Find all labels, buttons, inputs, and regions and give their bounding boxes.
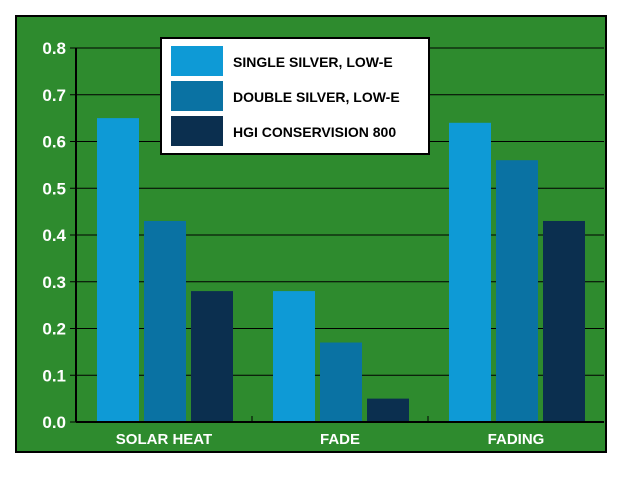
x-tick-label: COEFFICIENT — [114, 453, 214, 470]
y-tick-label: 0.0 — [42, 413, 66, 432]
legend: SINGLE SILVER, LOW-E DOUBLE SILVER, LOW-E… — [160, 37, 430, 155]
y-tick-label: 0.1 — [42, 366, 66, 385]
bar — [367, 398, 409, 422]
bar — [97, 118, 139, 422]
legend-label: HGI CONSERVISION 800 — [233, 124, 396, 140]
legend-label: DOUBLE SILVER, LOW-E — [233, 89, 400, 105]
x-tick-label: ISO — [503, 453, 529, 470]
x-tick-label: SOLAR HEAT — [116, 431, 212, 448]
y-tick-label: 0.2 — [42, 320, 66, 339]
y-axis-tick-labels: 0.0 0.1 0.2 0.3 0.4 0.5 0.6 0.7 0.8 — [42, 39, 76, 432]
y-tick-label: 0.7 — [42, 86, 66, 105]
legend-swatch — [171, 116, 223, 146]
bar — [320, 342, 362, 422]
bar — [191, 291, 233, 422]
bar — [273, 291, 315, 422]
y-tick-label: 0.6 — [42, 133, 66, 152]
y-tick-label: 0.3 — [42, 273, 66, 292]
legend-swatch — [171, 46, 223, 76]
x-tick-label: UV — [330, 453, 351, 470]
x-axis-tick-labels: SOLAR HEAT COEFFICIENT FADE UV FADING ISO — [114, 416, 544, 470]
bar — [543, 220, 585, 422]
y-tick-label: 0.8 — [42, 39, 66, 58]
y-tick-label: 0.5 — [42, 179, 66, 198]
x-tick-label: FADING — [488, 431, 545, 448]
bars — [97, 118, 585, 423]
y-tick-label: 0.4 — [42, 226, 66, 245]
legend-label: SINGLE SILVER, LOW-E — [233, 54, 393, 70]
x-tick-label: FADE — [320, 431, 360, 448]
bar — [496, 160, 538, 422]
chart-frame — [15, 15, 607, 453]
bar — [449, 122, 491, 423]
bar — [144, 220, 186, 422]
legend-swatch — [171, 81, 223, 111]
